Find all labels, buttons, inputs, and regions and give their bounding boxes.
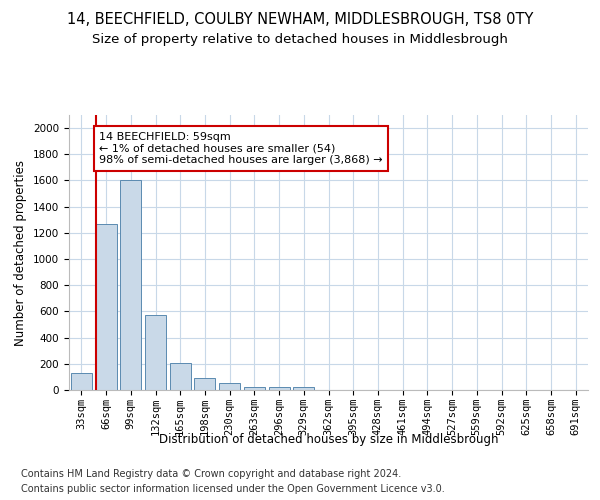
Text: Size of property relative to detached houses in Middlesbrough: Size of property relative to detached ho… [92,32,508,46]
Bar [170,362,191,390]
Text: Contains public sector information licensed under the Open Government Licence v3: Contains public sector information licen… [21,484,445,494]
Text: 14 BEECHFIELD: 59sqm
← 1% of detached houses are smaller (54)
98% of semi-detach: 14 BEECHFIELD: 59sqm ← 1% of detached ho… [99,132,383,165]
Y-axis label: Number of detached properties: Number of detached properties [14,160,28,346]
Bar [120,180,141,390]
Bar [244,386,265,390]
Bar [293,388,314,390]
Text: Distribution of detached houses by size in Middlesbrough: Distribution of detached houses by size … [159,432,499,446]
Bar [219,384,240,390]
Bar [194,378,215,390]
Bar [269,388,290,390]
Bar [95,224,116,390]
Bar [145,316,166,390]
Text: Contains HM Land Registry data © Crown copyright and database right 2024.: Contains HM Land Registry data © Crown c… [21,469,401,479]
Bar [71,373,92,390]
Text: 14, BEECHFIELD, COULBY NEWHAM, MIDDLESBROUGH, TS8 0TY: 14, BEECHFIELD, COULBY NEWHAM, MIDDLESBR… [67,12,533,28]
